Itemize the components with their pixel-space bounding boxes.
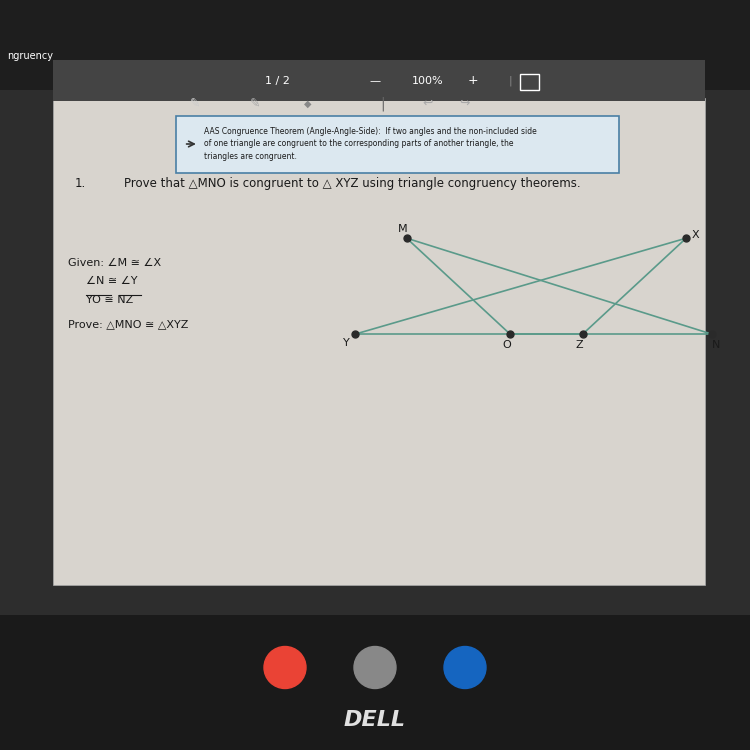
FancyBboxPatch shape bbox=[0, 615, 750, 750]
Point bbox=[504, 328, 516, 340]
Text: AAS Congruence Theorem (Angle-Angle-Side):  If two angles and the non-included s: AAS Congruence Theorem (Angle-Angle-Side… bbox=[204, 127, 537, 136]
Text: ✎: ✎ bbox=[250, 97, 260, 110]
Text: 1.: 1. bbox=[75, 177, 86, 190]
Text: ↪: ↪ bbox=[460, 97, 470, 110]
FancyBboxPatch shape bbox=[0, 0, 750, 90]
Text: M: M bbox=[398, 224, 408, 234]
Text: ◆: ◆ bbox=[304, 98, 311, 109]
Text: Prove: △MNO ≅ △XYZ: Prove: △MNO ≅ △XYZ bbox=[68, 320, 188, 330]
Text: X: X bbox=[692, 230, 699, 241]
Text: —: — bbox=[370, 76, 380, 86]
Text: ✎: ✎ bbox=[190, 97, 200, 110]
Circle shape bbox=[354, 646, 396, 688]
Text: Prove that △MNO is congruent to △ XYZ using triangle congruency theorems.: Prove that △MNO is congruent to △ XYZ us… bbox=[124, 177, 580, 190]
Text: triangles are congruent.: triangles are congruent. bbox=[204, 152, 297, 161]
Point bbox=[706, 328, 718, 340]
Text: 100%: 100% bbox=[412, 76, 443, 86]
Text: O: O bbox=[502, 340, 511, 350]
Text: |: | bbox=[509, 76, 512, 86]
Point bbox=[400, 232, 412, 244]
Text: ↩: ↩ bbox=[422, 97, 433, 110]
Text: Z: Z bbox=[575, 340, 583, 350]
FancyBboxPatch shape bbox=[53, 60, 705, 101]
Text: 1 / 2: 1 / 2 bbox=[265, 76, 290, 86]
Text: YO ≅ NZ: YO ≅ NZ bbox=[86, 295, 134, 305]
Point bbox=[680, 232, 692, 244]
Text: Y: Y bbox=[343, 338, 350, 348]
FancyBboxPatch shape bbox=[53, 98, 705, 585]
Point bbox=[577, 328, 589, 340]
Text: of one triangle are congruent to the corresponding parts of another triangle, th: of one triangle are congruent to the cor… bbox=[204, 140, 514, 148]
Text: Given: ∠M ≅ ∠X: Given: ∠M ≅ ∠X bbox=[68, 257, 160, 268]
Circle shape bbox=[264, 646, 306, 688]
FancyBboxPatch shape bbox=[176, 116, 619, 172]
Circle shape bbox=[444, 646, 486, 688]
Text: ∠N ≅ ∠Y: ∠N ≅ ∠Y bbox=[86, 276, 138, 286]
Point bbox=[349, 328, 361, 340]
Text: +: + bbox=[467, 74, 478, 88]
Text: DELL: DELL bbox=[344, 710, 406, 730]
Text: |: | bbox=[380, 96, 385, 111]
Text: N: N bbox=[712, 340, 720, 350]
Text: ngruency: ngruency bbox=[8, 51, 53, 62]
